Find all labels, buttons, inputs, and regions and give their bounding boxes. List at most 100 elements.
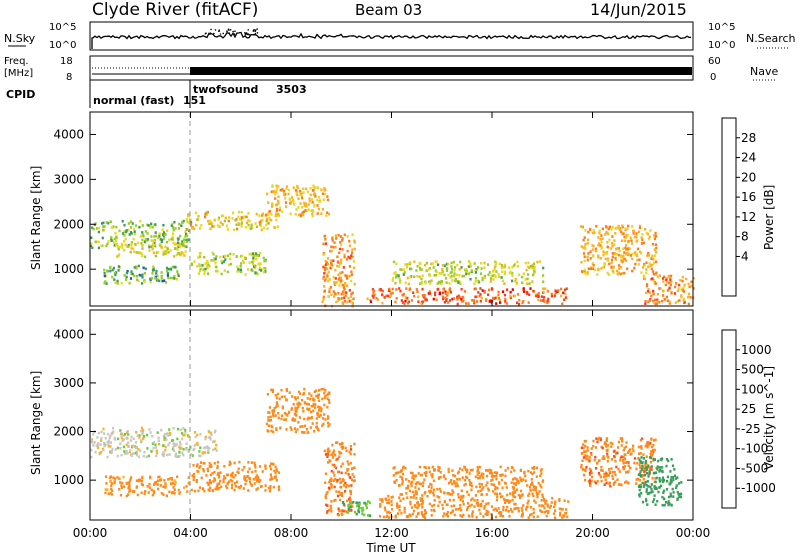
- heatmap-cell-power-3: [258, 221, 261, 224]
- heatmap-cell-velocity-7: [513, 477, 516, 480]
- heatmap-cell-velocity-3: [267, 416, 270, 419]
- heatmap-cell-velocity-3: [310, 416, 313, 420]
- heatmap-cell-velocity-8: [606, 454, 609, 458]
- heatmap-cell-velocity-5: [347, 507, 350, 511]
- heatmap-cell-velocity-9: [638, 494, 641, 498]
- heatmap-cell-velocity-6: [420, 499, 423, 503]
- heatmap-cell-velocity-6: [446, 503, 449, 506]
- heatmap-cell-velocity-8: [598, 436, 601, 440]
- heatmap-cell-power-2: [172, 255, 176, 258]
- heatmap-cell-power-6: [335, 300, 338, 304]
- heatmap-cell-power-9: [616, 246, 619, 250]
- heatmap-cell-velocity-5: [358, 503, 361, 506]
- heatmap-cell-power-9: [653, 248, 657, 252]
- heatmap-cell-power-2: [116, 255, 119, 258]
- heatmap-cell-power-6: [347, 255, 350, 259]
- heatmap-cell-power-1: [141, 276, 144, 279]
- heatmap-cell-velocity-2: [243, 466, 246, 469]
- heatmap-cell-power-7: [491, 288, 494, 291]
- x-tick-label: 12:00: [374, 526, 409, 540]
- heatmap-cell-power-3: [195, 223, 198, 227]
- heatmap-cell-velocity-7: [418, 465, 421, 469]
- heatmap-cell-velocity-3: [304, 402, 307, 405]
- heatmap-cell-velocity-4: [324, 472, 328, 476]
- heatmap-cell-power-7: [516, 293, 520, 296]
- heatmap-cell-velocity-0: [212, 448, 215, 452]
- heatmap-cell-velocity-3: [306, 407, 309, 411]
- heatmap-cell-velocity-9: [667, 500, 670, 503]
- heatmap-cell-velocity-7: [524, 474, 527, 478]
- heatmap-cell-power-0: [161, 238, 164, 242]
- heatmap-cell-power-0: [146, 238, 149, 241]
- heatmap-cell-velocity-1: [118, 488, 121, 491]
- heatmap-cell-power-7: [526, 292, 529, 295]
- heatmap-cell-velocity-0: [176, 427, 180, 431]
- nsearch-dot: [205, 32, 207, 34]
- heatmap-cell-power-8: [480, 267, 483, 270]
- heatmap-cell-velocity-6: [394, 515, 397, 519]
- heatmap-cell-velocity-6: [387, 501, 391, 505]
- heatmap-cell-power-5: [277, 213, 280, 216]
- heatmap-cell-velocity-0: [98, 451, 101, 455]
- heatmap-cell-velocity-0: [190, 453, 193, 456]
- heatmap-cell-power-7: [509, 290, 512, 294]
- heatmap-cell-velocity-6: [441, 503, 444, 507]
- heatmap-cell-velocity-4: [328, 480, 331, 484]
- heatmap-cell-velocity-3: [324, 394, 327, 398]
- heatmap-cell-power-6: [329, 266, 332, 270]
- heatmap-cell-power-1: [109, 269, 112, 273]
- heatmap-cell-power-1: [160, 276, 163, 280]
- heatmap-cell-power-8: [489, 277, 493, 280]
- heatmap-cell-velocity-8: [642, 468, 645, 472]
- heatmap-cell-velocity-6: [466, 508, 469, 511]
- heatmap-cell-power-5: [302, 187, 305, 190]
- heatmap-cell-power-8: [500, 276, 503, 279]
- heatmap-cell-power-0: [143, 240, 146, 244]
- heatmap-cell-velocity-3: [271, 390, 275, 394]
- heatmap-cell-velocity-4: [336, 457, 339, 461]
- heatmap-cell-velocity-3: [306, 402, 309, 406]
- heatmap-cell-velocity-2: [228, 460, 231, 464]
- heatmap-cell-power-8: [453, 266, 457, 269]
- heatmap-cell-power-7: [406, 297, 409, 300]
- heatmap-cell-velocity-0: [142, 454, 145, 458]
- heatmap-cell-power-7: [394, 300, 397, 304]
- heatmap-cell-power-3: [188, 221, 191, 225]
- heatmap-cell-power-9: [583, 268, 586, 272]
- heatmap-cell-power-7: [446, 291, 449, 295]
- heatmap-cell-power-0: [133, 227, 136, 231]
- heatmap-cell-power-10: [662, 280, 665, 283]
- heatmap-cell-velocity-4: [351, 505, 354, 508]
- heatmap-cell-velocity-0: [134, 441, 137, 444]
- heatmap-cell-power-9: [639, 250, 642, 254]
- heatmap-cell-power-9: [592, 263, 595, 267]
- heatmap-cell-velocity-0: [196, 433, 199, 437]
- heatmap-cell-power-10: [689, 296, 692, 299]
- heatmap-cell-power-7: [553, 294, 556, 297]
- heatmap-cell-velocity-3: [299, 392, 302, 395]
- heatmap-cell-velocity-3: [275, 396, 279, 400]
- heatmap-cell-power-4: [229, 252, 232, 256]
- heatmap-cell-velocity-6: [553, 505, 556, 509]
- y-tick-label: 2000: [53, 425, 84, 439]
- heatmap-cell-power-9: [651, 242, 655, 246]
- heatmap-cell-velocity-0: [213, 430, 216, 434]
- heatmap-cell-velocity-1: [121, 481, 124, 485]
- heatmap-cell-velocity-3: [270, 429, 273, 433]
- heatmap-cell-velocity-3: [268, 406, 271, 409]
- heatmap-cell-power-4: [197, 272, 200, 275]
- heatmap-cell-velocity-0: [132, 444, 135, 448]
- heatmap-cell-velocity-0: [107, 442, 110, 445]
- heatmap-cell-velocity-1: [113, 481, 116, 485]
- heatmap-cell-velocity-7: [510, 481, 513, 484]
- heatmap-cell-velocity-1: [176, 475, 179, 479]
- heatmap-cell-power-9: [612, 252, 615, 255]
- heatmap-cell-velocity-2: [208, 479, 211, 482]
- heatmap-cell-velocity-5: [356, 501, 359, 505]
- heatmap-cell-power-3: [185, 217, 188, 221]
- heatmap-cell-power-8: [453, 272, 456, 275]
- heatmap-cell-velocity-0: [119, 429, 122, 432]
- heatmap-cell-power-7: [560, 294, 563, 298]
- heatmap-cell-velocity-6: [390, 507, 394, 511]
- heatmap-cell-power-2: [155, 251, 158, 254]
